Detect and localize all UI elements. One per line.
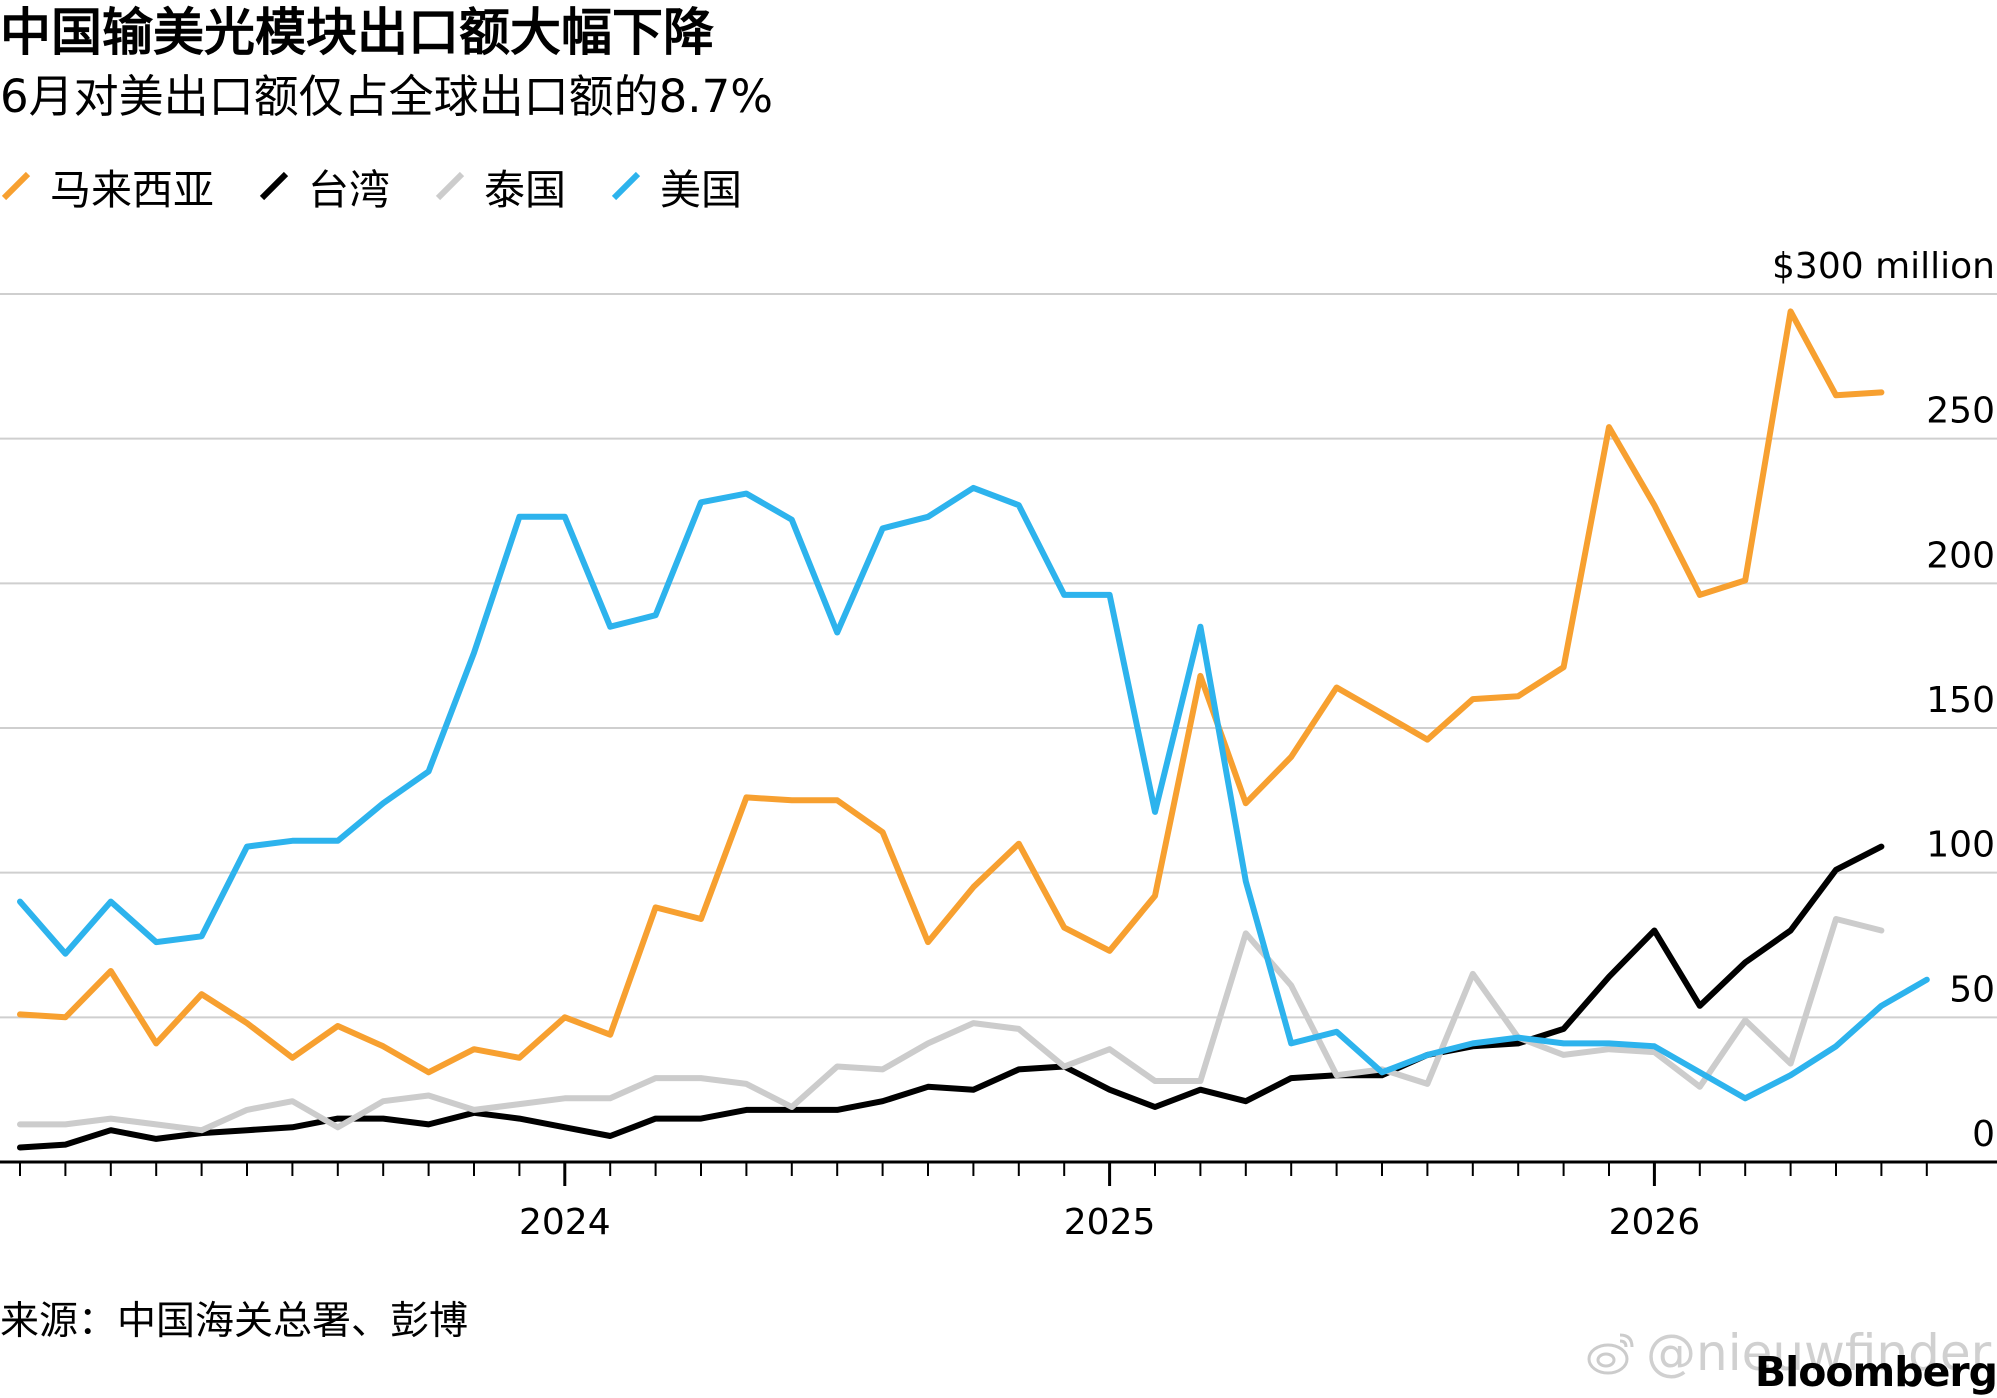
legend-item-malaysia[interactable]: 马来西亚 — [0, 156, 214, 216]
legend-swatch-malaysia-line — [1, 171, 31, 201]
series-line-malaysia — [17, 308, 1885, 1076]
legend-label-thailand: 泰国 — [484, 166, 566, 214]
series-line-us — [17, 484, 1930, 1102]
legend: 马来西亚 台湾 泰国 美国 — [0, 158, 786, 214]
legend-item-thailand[interactable]: 泰国 — [434, 156, 566, 216]
y-tick-label: 0 — [1972, 1114, 1995, 1155]
x-tick-label: 2026 — [1609, 1202, 1701, 1243]
source-note: 来源：中国海关总署、彭博 — [0, 1299, 469, 1344]
x-tick-label: 2024 — [519, 1202, 611, 1243]
legend-swatch-malaysia — [1, 171, 31, 201]
series-line-thailand — [17, 916, 1885, 1134]
legend-label-taiwan: 台湾 — [308, 166, 390, 214]
legend-swatch-thailand — [435, 171, 465, 201]
gridlines — [0, 293, 1997, 1019]
bloomberg-logo: Bloomberg — [1754, 1348, 1997, 1396]
watermark-text: @nieuwfinder — [1646, 1324, 1992, 1382]
watermark: @nieuwfinder — [1586, 1324, 1991, 1382]
legend-swatch-taiwan-line — [259, 171, 289, 201]
legend-swatch-thailand-line — [435, 171, 465, 201]
y-tick-label: 200 — [1926, 535, 1995, 576]
y-tick-label: 50 — [1949, 969, 1995, 1010]
x-tick-label: 2025 — [1064, 1202, 1156, 1243]
chart-title: 中国输美光模块出口额大幅下降 — [0, 4, 715, 63]
chart-subtitle: 6月对美出口额仅占全球出口额的8.7% — [0, 70, 773, 123]
y-axis-tick-labels: 0 50 100 150 200 250 $300 million — [1772, 246, 1995, 1155]
series-lines — [17, 308, 1930, 1151]
legend-swatch-us-line — [611, 171, 641, 201]
y-tick-label: 150 — [1926, 680, 1995, 721]
legend-swatch-us — [611, 171, 641, 201]
y-tick-label: 250 — [1926, 391, 1995, 432]
legend-label-us: 美国 — [660, 166, 742, 214]
x-axis: 2024 2025 2026 — [0, 1160, 1997, 1243]
y-tick-label: 100 — [1926, 825, 1995, 866]
y-tick-label: $300 million — [1772, 246, 1995, 287]
legend-swatch-taiwan — [259, 171, 289, 201]
weibo-logo-icon — [1587, 1333, 1634, 1375]
legend-item-taiwan[interactable]: 台湾 — [258, 156, 390, 216]
legend-label-malaysia: 马来西亚 — [50, 166, 214, 214]
legend-item-us[interactable]: 美国 — [610, 156, 742, 216]
